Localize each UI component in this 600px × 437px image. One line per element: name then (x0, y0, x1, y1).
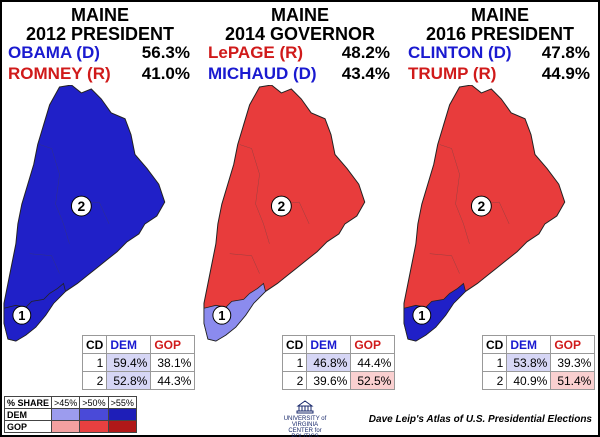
cell-dem: 39.6% (306, 371, 352, 390)
cell-cd: 1 (481, 353, 508, 372)
cell-gop: 44.3% (150, 371, 196, 390)
credit-text: Dave Leip's Atlas of U.S. Presidential E… (368, 414, 592, 425)
header-gop: GOP (150, 335, 196, 354)
table-row: 1 53.8% 39.3% (481, 353, 596, 372)
cell-gop: 38.1% (150, 353, 196, 372)
header-dem: DEM (306, 335, 352, 354)
cd2-marker (270, 195, 292, 217)
legend-swatch-dem-55 (107, 408, 137, 421)
legend-swatch-gop-55 (107, 420, 137, 433)
legend-swatch-dem-50 (79, 408, 109, 421)
cd1-label: 1 (418, 308, 425, 323)
legend-row-gop: GOP (3, 420, 53, 433)
legend-level-55: >55% (107, 396, 137, 409)
cell-gop: 39.3% (550, 353, 596, 372)
cd2-marker (470, 195, 492, 217)
candidate-name: LePAGE (R) (208, 43, 304, 62)
cd2-label: 2 (478, 198, 486, 214)
cd2-label: 2 (78, 198, 86, 214)
panel-title-state: MAINE (71, 5, 129, 25)
header-cd: CD (281, 335, 308, 354)
header-cd: CD (481, 335, 508, 354)
uva-center-for-politics-logo: UNIVERSITY of VIRGINIA CENTER for POLITI… (280, 400, 330, 437)
maine-map: 2 1 (203, 85, 366, 342)
panel-title-state: MAINE (271, 5, 329, 25)
cd1-marker (212, 305, 232, 325)
cell-dem: 59.4% (106, 353, 152, 372)
candidate-pct: 47.8% (541, 43, 590, 62)
candidate-pct: 41.0% (141, 64, 190, 83)
cd1-marker (412, 305, 432, 325)
cell-cd: 2 (281, 371, 308, 390)
header-cd: CD (81, 335, 108, 354)
cell-gop: 44.4% (350, 353, 396, 372)
cell-dem: 52.8% (106, 371, 152, 390)
candidate-pct: 43.4% (341, 64, 390, 83)
cell-cd: 2 (81, 371, 108, 390)
maine-map: 2 1 (3, 85, 166, 342)
panel-title-state: MAINE (471, 5, 529, 25)
cell-gop: 51.4% (550, 371, 596, 390)
candidate-pct: 56.3% (141, 43, 190, 62)
header-gop: GOP (350, 335, 396, 354)
panel-2014-governor: MAINE 2014 GOVERNOR LePAGE (R) 48.2% MICH… (200, 0, 400, 437)
rotunda-icon (296, 400, 314, 414)
candidate-name: ROMNEY (R) (8, 64, 111, 83)
legend-level-45: >45% (51, 396, 81, 409)
cd2-marker (70, 195, 92, 217)
table-header-row: CD DEM GOP (481, 335, 596, 354)
maine-map: 2 1 (403, 85, 566, 342)
header-gop: GOP (550, 335, 596, 354)
logo-text: UNIVERSITY of VIRGINIA CENTER for POLITI… (283, 416, 327, 437)
candidate-pct: 48.2% (341, 43, 390, 62)
panel-2012-president: MAINE 2012 PRESIDENT OBAMA (D) 56.3% ROMN… (0, 0, 200, 437)
panel-2016-president: MAINE 2016 PRESIDENT CLINTON (D) 47.8% TR… (400, 0, 600, 437)
legend-header: % SHARE (3, 396, 53, 409)
cd-results-table: CD DEM GOP 1 59.4% 38.1% 2 52.8% 44.3% (81, 335, 196, 390)
legend-swatch-gop-45 (51, 420, 81, 433)
cell-dem: 40.9% (506, 371, 552, 390)
table-row: 1 46.8% 44.4% (281, 353, 396, 372)
candidate-name: OBAMA (D) (8, 43, 100, 62)
legend-swatch-dem-45 (51, 408, 81, 421)
panel-title-race: 2012 PRESIDENT (25, 24, 175, 44)
cd1-marker (12, 305, 32, 325)
table-row: 2 40.9% 51.4% (481, 371, 596, 390)
legend-level-50: >50% (79, 396, 109, 409)
cell-cd: 1 (281, 353, 308, 372)
cell-cd: 1 (81, 353, 108, 372)
cell-dem: 46.8% (306, 353, 352, 372)
cell-dem: 53.8% (506, 353, 552, 372)
table-row: 2 52.8% 44.3% (81, 371, 196, 390)
candidate-name: TRUMP (R) (408, 64, 497, 83)
panel-title-race: 2016 PRESIDENT (425, 24, 575, 44)
panel-title-race: 2014 GOVERNOR (224, 24, 376, 44)
cell-gop: 52.5% (350, 371, 396, 390)
candidate-name: MICHAUD (D) (208, 64, 317, 83)
cell-cd: 2 (481, 371, 508, 390)
legend: % SHARE >45% >50% >55% DEM GOP (3, 396, 137, 433)
legend-row-dem: DEM (3, 408, 53, 421)
table-header-row: CD DEM GOP (81, 335, 196, 354)
table-row: 2 39.6% 52.5% (281, 371, 396, 390)
header-dem: DEM (106, 335, 152, 354)
cd2-label: 2 (278, 198, 286, 214)
legend-swatch-gop-50 (79, 420, 109, 433)
candidate-pct: 44.9% (541, 64, 590, 83)
cd-results-table: CD DEM GOP 1 53.8% 39.3% 2 40.9% 51.4% (481, 335, 596, 390)
candidate-name: CLINTON (D) (408, 43, 512, 62)
header-dem: DEM (506, 335, 552, 354)
cd-results-table: CD DEM GOP 1 46.8% 44.4% 2 39.6% 52.5% (281, 335, 396, 390)
table-header-row: CD DEM GOP (281, 335, 396, 354)
table-row: 1 59.4% 38.1% (81, 353, 196, 372)
cd1-label: 1 (18, 308, 25, 323)
cd1-label: 1 (218, 308, 225, 323)
